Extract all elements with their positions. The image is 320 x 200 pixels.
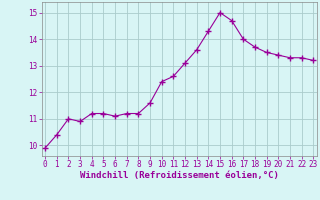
X-axis label: Windchill (Refroidissement éolien,°C): Windchill (Refroidissement éolien,°C)	[80, 171, 279, 180]
